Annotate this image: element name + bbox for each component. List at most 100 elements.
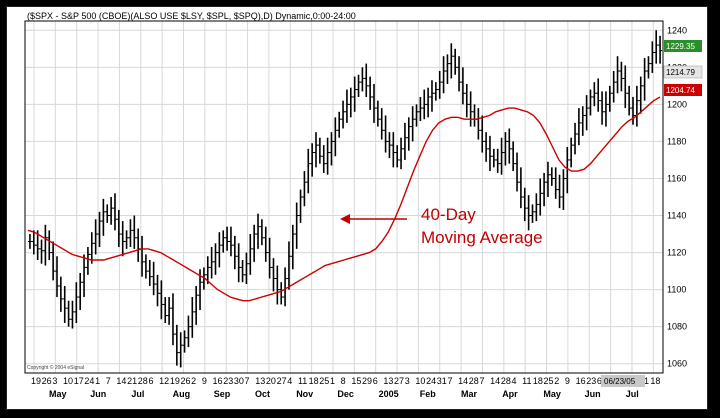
price-bar (457, 56, 462, 92)
price-bar (213, 243, 218, 275)
prev-price-label: 1214.79 (666, 68, 695, 77)
price-bar (240, 259, 245, 283)
price-chart: 1060108011001120114011601180120012201240… (24, 11, 703, 399)
price-bar (642, 58, 647, 101)
x-day-label: 28 (501, 376, 511, 386)
price-bar (302, 171, 307, 207)
price-bar (619, 61, 624, 92)
x-day-label: 14 (490, 376, 500, 386)
price-bar (174, 324, 179, 366)
price-bar (275, 265, 280, 305)
price-bar (290, 224, 295, 270)
price-bar (116, 209, 121, 248)
chart-title: ($SPX - S&P 500 (CBOE)(ALSO USE $LSY, $S… (27, 11, 356, 21)
price-bar (511, 141, 516, 172)
price-bar (526, 195, 531, 231)
price-bar (120, 221, 125, 257)
price-bar (426, 87, 431, 118)
x-day-label: 27 (394, 376, 404, 386)
price-bar (460, 67, 465, 105)
price-bar (654, 30, 659, 64)
price-bar (279, 282, 284, 305)
price-bar (368, 76, 373, 110)
x-day-label: 31 (437, 376, 447, 386)
x-day-label: 24 (84, 376, 94, 386)
price-bar (395, 145, 400, 168)
price-bar (402, 122, 407, 160)
price-bar (487, 135, 492, 172)
price-bar (383, 115, 388, 153)
price-bar (615, 56, 620, 94)
x-month-label: Apr (502, 389, 518, 399)
x-day-label: 7 (245, 376, 250, 386)
x-day-label: 17 (74, 376, 84, 386)
price-bar (101, 198, 106, 236)
price-bar (236, 243, 241, 283)
price-bar (464, 83, 469, 118)
price-bar (437, 71, 442, 99)
price-bar (31, 230, 36, 255)
price-bar (379, 108, 384, 140)
price-bar (298, 189, 303, 223)
moving-average-line (27, 96, 661, 302)
price-bar (646, 56, 651, 79)
price-bar (35, 230, 40, 260)
price-bar (658, 35, 663, 64)
price-bar (484, 132, 489, 162)
price-bar (348, 87, 353, 118)
price-bar (542, 172, 547, 207)
x-day-label: 20 (266, 376, 276, 386)
price-bars (27, 30, 663, 368)
x-month-label: Dec (337, 389, 354, 399)
price-bar (557, 174, 562, 209)
price-bar (232, 235, 237, 270)
price-bar (62, 285, 67, 323)
x-day-label: 28 (469, 376, 479, 386)
price-bar (371, 83, 376, 123)
price-bar (267, 237, 272, 279)
x-day-label: 19 (170, 376, 180, 386)
price-bar (441, 56, 446, 94)
price-bar (310, 143, 315, 177)
price-bar (468, 91, 473, 127)
y-tick-label: 1080 (667, 322, 687, 332)
price-bar (271, 258, 276, 292)
x-day-label: 18 (650, 376, 660, 386)
price-bar (410, 106, 415, 142)
x-day-label: 7 (447, 376, 452, 386)
price-bar (515, 152, 520, 192)
x-day-label: 23 (223, 376, 233, 386)
price-bar (433, 82, 438, 101)
x-day-label: 12 (159, 376, 169, 386)
x-day-label: 13 (383, 376, 393, 386)
price-bar (445, 54, 450, 84)
price-bar (256, 213, 261, 249)
price-bar (132, 215, 137, 249)
price-bar (225, 226, 230, 251)
price-bar (387, 132, 392, 159)
date-badge-label: 06/23/05 (604, 377, 636, 386)
x-day-label: 6 (597, 376, 602, 386)
x-day-label: 26 (180, 376, 190, 386)
x-day-label: 23 (586, 376, 596, 386)
price-bar (344, 89, 349, 123)
x-day-label: 2 (554, 376, 559, 386)
annotation-line-1: 40-Day (421, 205, 476, 224)
price-bar (638, 76, 643, 114)
x-day-label: 30 (234, 376, 244, 386)
price-bar (97, 211, 102, 248)
price-bar (74, 282, 79, 323)
price-bar (534, 193, 539, 222)
price-bar (650, 41, 655, 73)
price-bar (93, 219, 98, 255)
x-day-label: 3 (405, 376, 410, 386)
x-day-label: 7 (479, 376, 484, 386)
price-bar (89, 232, 94, 264)
price-bar (503, 132, 508, 166)
x-day-label: 1 (95, 376, 100, 386)
x-day-label: 8 (341, 376, 346, 386)
x-day-label: 27 (277, 376, 287, 386)
price-bar (499, 137, 504, 175)
x-axis: 19 26 3 10 17 24 1 7 14 21 28 6 12 19 26 2 9 16 23 30 7 13 20 2… (31, 376, 660, 399)
x-day-label: 13 (255, 376, 265, 386)
